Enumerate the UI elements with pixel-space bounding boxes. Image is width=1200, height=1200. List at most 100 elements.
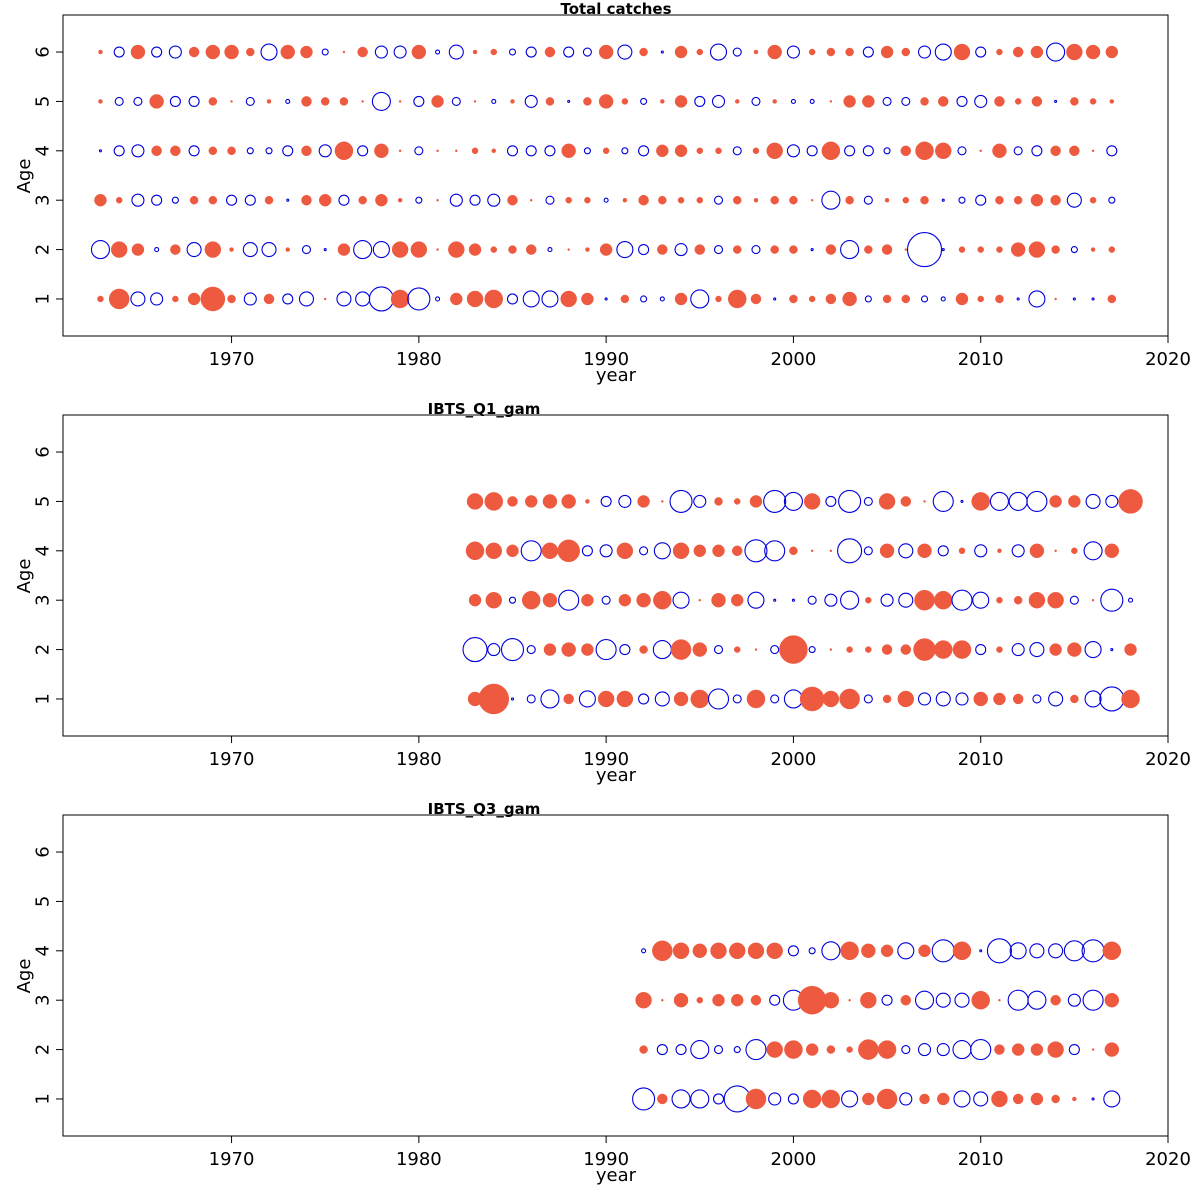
bubble-positive xyxy=(821,1089,841,1109)
bubble-positive xyxy=(897,690,915,708)
bubble-negative xyxy=(595,639,617,661)
bubble-negative xyxy=(747,591,765,609)
bubble-positive xyxy=(770,245,779,254)
bubble-positive xyxy=(94,193,107,207)
bubble-negative xyxy=(840,590,860,610)
bubble-positive xyxy=(653,590,672,610)
bubble-positive xyxy=(996,48,1003,56)
bubble-negative xyxy=(807,595,817,605)
bubble-positive xyxy=(937,1092,950,1106)
x-tick-label: 1990 xyxy=(583,1149,629,1170)
bubble-negative xyxy=(825,495,837,507)
bubble-negative xyxy=(371,91,391,111)
bubble-negative xyxy=(711,94,726,108)
bubble-negative xyxy=(524,94,538,108)
x-tick-label: 2010 xyxy=(958,349,1004,370)
bubble-negative xyxy=(838,489,862,513)
bubble-positive xyxy=(977,295,984,303)
bubble-positive xyxy=(390,289,410,309)
bubble-positive xyxy=(598,94,614,109)
bubble-negative xyxy=(282,145,294,157)
bubble-negative xyxy=(973,1091,989,1107)
bubble-negative xyxy=(713,645,724,655)
bubble-positive xyxy=(730,993,744,1007)
bubble-negative xyxy=(863,694,873,704)
bubble-positive xyxy=(545,97,555,106)
bubble-positive xyxy=(797,985,827,1015)
bubble-positive xyxy=(616,690,634,708)
bubble-negative xyxy=(898,592,914,608)
bubble-positive xyxy=(490,246,498,253)
bubble-negative xyxy=(563,46,575,58)
bubble-positive xyxy=(635,991,652,1009)
bubble-positive xyxy=(829,549,833,553)
y-tick-label: 1 xyxy=(32,293,53,304)
bubble-positive xyxy=(1011,1043,1025,1056)
bubble-negative xyxy=(932,490,954,512)
bubble-positive xyxy=(639,47,648,57)
y-tick-label: 6 xyxy=(32,846,53,857)
bubble-negative xyxy=(1081,939,1105,963)
plot-frame xyxy=(62,414,1169,737)
x-tick-label: 1990 xyxy=(583,349,629,370)
bubble-negative xyxy=(285,98,291,104)
bubble-positive xyxy=(375,193,388,207)
bubble-positive xyxy=(918,944,931,958)
bubble-positive xyxy=(845,195,854,205)
bubble-negative xyxy=(544,145,556,157)
bubble-negative xyxy=(616,241,634,259)
bubble-negative xyxy=(841,1090,859,1108)
bubble-positive xyxy=(485,542,503,560)
bubble-positive xyxy=(1028,241,1046,258)
bubble-negative xyxy=(690,1089,710,1109)
bubble-negative xyxy=(1007,989,1029,1011)
bubble-negative xyxy=(617,44,633,60)
y-tick-label: 3 xyxy=(32,194,53,205)
bubble-negative xyxy=(733,1046,741,1054)
bubble-positive xyxy=(670,639,692,660)
bubble-positive xyxy=(848,998,851,1002)
bubble-positive xyxy=(507,496,518,507)
bubble-positive xyxy=(597,690,615,708)
bubble-negative xyxy=(1066,192,1082,208)
bubble-positive xyxy=(1030,1092,1044,1106)
bubble-positive xyxy=(1121,689,1140,709)
bubble-positive xyxy=(825,293,837,305)
bubble-positive xyxy=(652,940,673,962)
bubble-negative xyxy=(840,240,860,260)
bubble-positive xyxy=(714,497,723,506)
bubble-negative xyxy=(491,98,497,104)
bubble-negative xyxy=(246,147,254,155)
bubble-positive xyxy=(900,496,912,507)
bubble-positive xyxy=(977,246,984,253)
bubble-negative xyxy=(522,290,540,308)
bubble-negative xyxy=(1082,989,1104,1011)
bubble-positive xyxy=(696,196,704,204)
bubble-positive xyxy=(881,244,893,255)
bubble-positive xyxy=(661,500,664,503)
bubble-positive xyxy=(1014,98,1022,105)
y-axis-label: Age xyxy=(14,959,35,994)
bubble-negative xyxy=(1105,494,1119,508)
bubble-positive xyxy=(1010,242,1026,257)
bubble-negative xyxy=(130,291,146,307)
bubble-negative xyxy=(787,1093,799,1105)
bubble-positive xyxy=(971,492,990,511)
bubble-positive xyxy=(1030,193,1044,207)
bubble-positive xyxy=(1104,992,1120,1008)
bubble-positive xyxy=(900,994,912,1006)
bubble-negative xyxy=(1110,648,1114,652)
bubble-positive xyxy=(639,1045,648,1054)
plot-frame xyxy=(62,14,1169,337)
bubble-positive xyxy=(478,683,510,715)
bubble-positive xyxy=(561,494,576,509)
bubble-positive xyxy=(953,43,971,61)
bubble-negative xyxy=(1070,246,1078,254)
bubble-positive xyxy=(637,495,650,508)
bubble-positive xyxy=(862,95,875,108)
bubble-positive xyxy=(1068,495,1081,508)
bubble-negative xyxy=(151,46,163,58)
bubble-positive xyxy=(994,96,1005,107)
bubble-positive xyxy=(826,1045,836,1054)
bubble-positive xyxy=(620,294,630,304)
